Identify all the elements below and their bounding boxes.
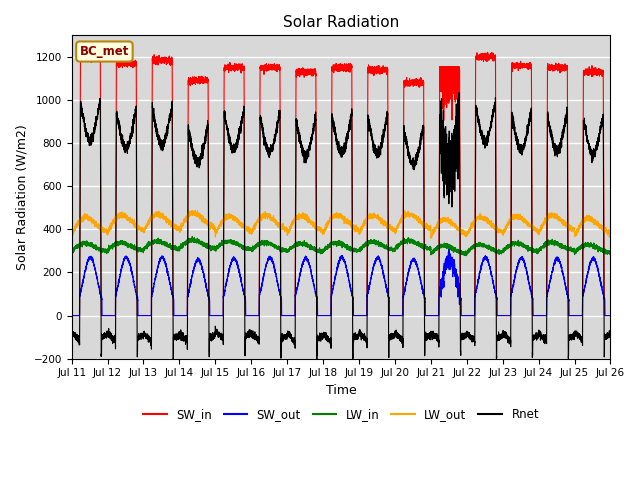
Text: BC_met: BC_met <box>80 45 129 58</box>
Y-axis label: Solar Radiation (W/m2): Solar Radiation (W/m2) <box>15 124 28 270</box>
Title: Solar Radiation: Solar Radiation <box>283 15 399 30</box>
Legend: SW_in, SW_out, LW_in, LW_out, Rnet: SW_in, SW_out, LW_in, LW_out, Rnet <box>138 403 544 426</box>
X-axis label: Time: Time <box>326 384 356 397</box>
